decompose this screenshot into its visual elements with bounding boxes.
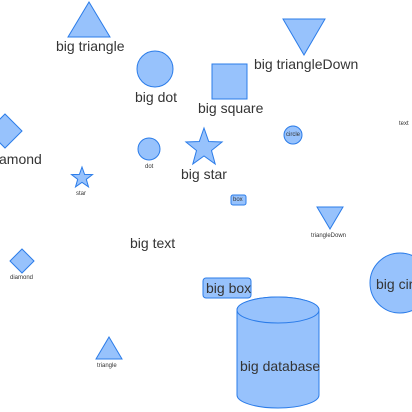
dot-label: dot	[145, 164, 154, 170]
big-box-node[interactable]	[202, 277, 252, 299]
big-triangle-node[interactable]	[67, 1, 111, 38]
big-triangle-down-node[interactable]	[282, 18, 326, 56]
big-dot-label: big dot	[135, 89, 178, 105]
big-dot-node[interactable]	[136, 50, 174, 88]
big-box-label: big box	[206, 280, 252, 296]
text-node-label[interactable]: text	[399, 121, 409, 127]
circle-label: circle	[286, 132, 301, 138]
star-label: star	[76, 191, 87, 197]
big-star-node[interactable]	[184, 126, 224, 166]
triangle-down-label: triangleDown	[311, 233, 347, 239]
big-star-label: big star	[181, 166, 227, 182]
triangle-down-node[interactable]	[316, 206, 344, 230]
triangle-label: triangle	[97, 363, 117, 369]
box-label: box	[233, 197, 243, 203]
big-diamond-node[interactable]	[0, 113, 23, 149]
circle-node[interactable]	[283, 125, 303, 145]
big-triangle-label: big triangle	[56, 38, 125, 54]
star-node[interactable]	[70, 165, 94, 189]
big-database-label: big database	[240, 358, 321, 374]
big-diamond-label: amond	[0, 151, 42, 167]
big-text-node-label[interactable]: big text	[130, 235, 176, 251]
triangle-node[interactable]	[95, 336, 123, 360]
big-square-node[interactable]	[211, 63, 248, 100]
big-database-node[interactable]	[236, 296, 320, 409]
dot-node[interactable]	[137, 137, 161, 161]
big-circle-node[interactable]	[369, 252, 412, 314]
big-circle-label: big cir	[376, 276, 412, 292]
diamond-node[interactable]	[9, 248, 35, 274]
big-triangle-down-label: big triangleDown	[254, 56, 359, 72]
big-square-label: big square	[198, 100, 264, 116]
diamond-label: diamond	[10, 275, 34, 281]
box-node[interactable]	[230, 194, 247, 206]
